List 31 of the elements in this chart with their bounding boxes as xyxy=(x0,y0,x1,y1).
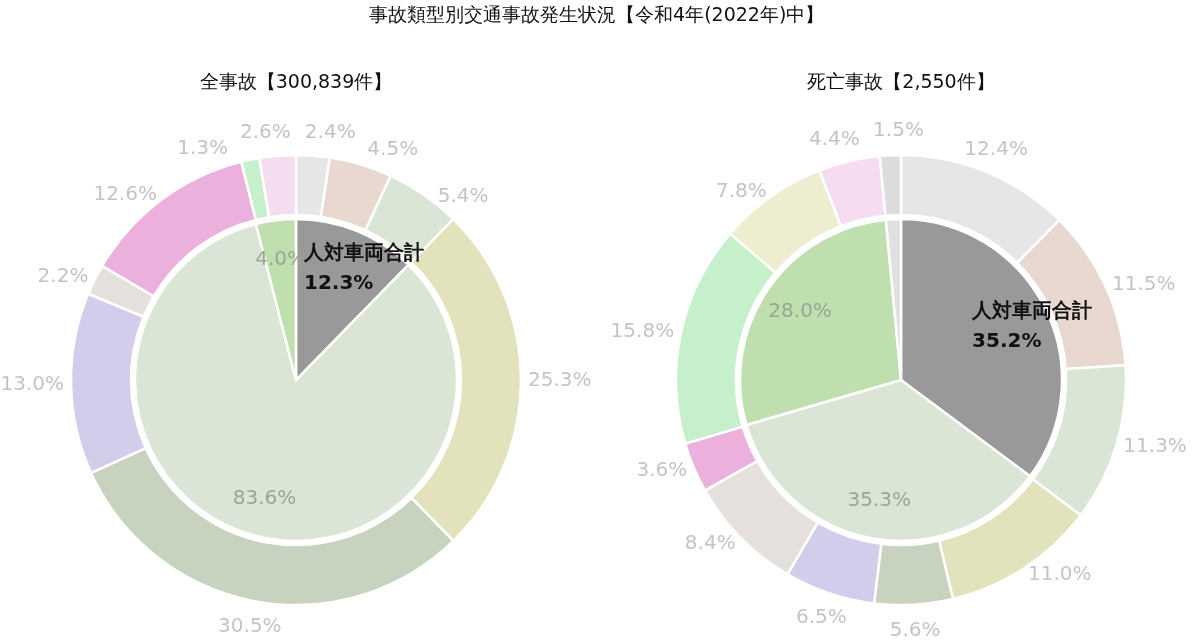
text: 人対車両合計 xyxy=(303,240,425,265)
data-label: 4.5% xyxy=(367,136,419,161)
data-label: 11.5% xyxy=(1112,270,1176,295)
data-label: 11.3% xyxy=(1123,433,1187,458)
data-label: 35.2% xyxy=(972,328,1042,353)
data-label: 1.3% xyxy=(177,135,229,160)
data-label: 30.5% xyxy=(218,612,282,637)
data-label: 11.0% xyxy=(1027,561,1092,586)
data-label: 35.3% xyxy=(847,487,912,512)
data-label: 28.0% xyxy=(768,298,832,323)
data-label: 2.4% xyxy=(304,119,356,144)
chart-subtitle: 死亡事故【2,550件】 xyxy=(807,70,995,92)
data-label: 15.8% xyxy=(610,318,675,343)
data-label: 12.3% xyxy=(304,270,374,295)
data-label: 13.0% xyxy=(0,370,65,395)
data-label: 1.5% xyxy=(873,117,924,142)
data-label: 5.6% xyxy=(889,616,941,641)
data-label: 6.5% xyxy=(795,603,847,628)
data-label: 5.4% xyxy=(437,183,489,208)
data-label: 12.4% xyxy=(964,135,1028,160)
chart-title: 事故類型別交通事故発生状況【令和4年(2022年)中】 xyxy=(369,3,825,25)
data-label: 4.4% xyxy=(808,126,860,151)
data-label: 2.2% xyxy=(37,263,89,288)
data-label: 83.6% xyxy=(232,484,297,509)
data-label: 7.8% xyxy=(715,177,767,202)
data-label: 25.3% xyxy=(528,367,592,391)
data-label: 8.4% xyxy=(684,529,736,554)
data-label: 2.6% xyxy=(240,118,291,143)
data-label: 3.6% xyxy=(636,457,688,482)
data-label: 12.6% xyxy=(93,181,157,206)
chart-subtitle: 全事故【300,839件】 xyxy=(199,70,393,92)
